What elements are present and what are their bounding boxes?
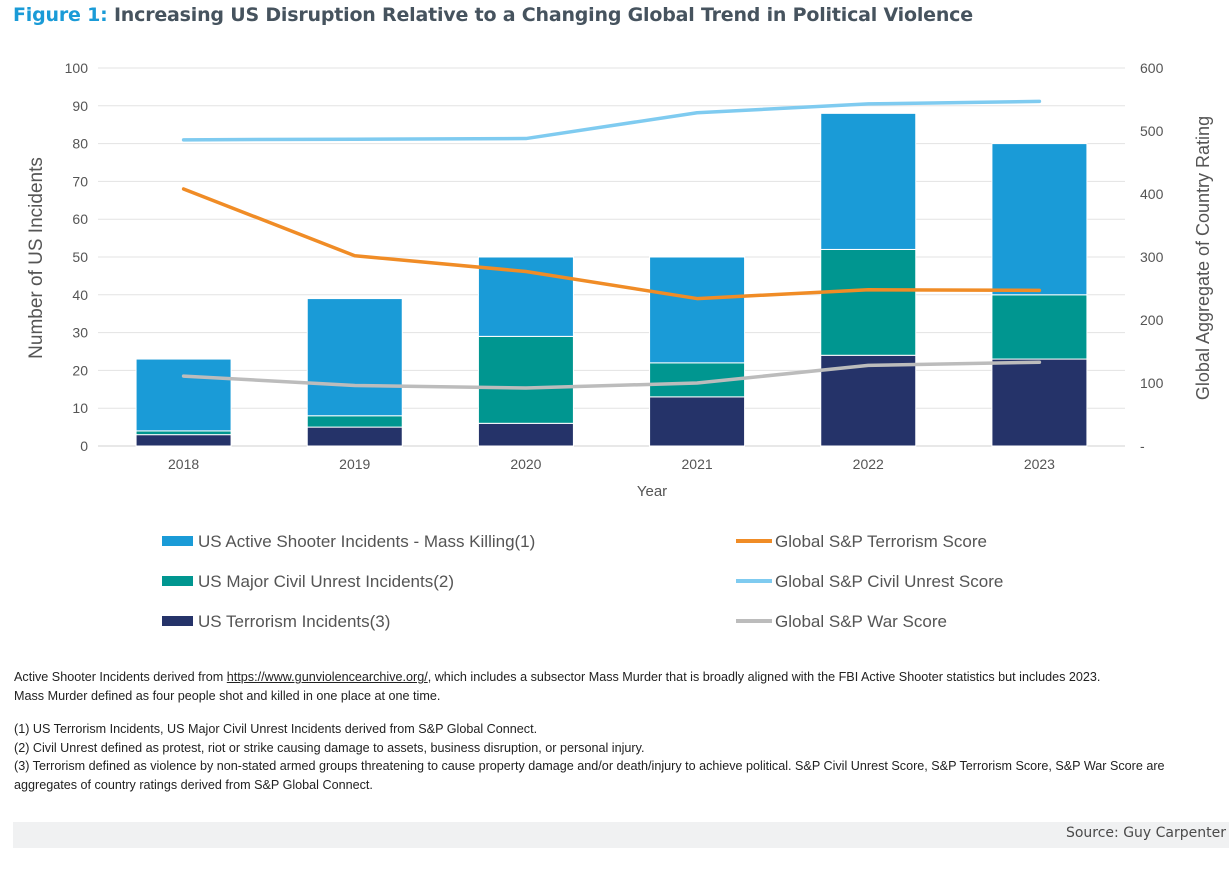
note-text: Active Shooter Incidents derived from xyxy=(14,670,227,684)
bar-segment xyxy=(135,358,232,432)
left-axis-ticks: 0 10 20 30 40 50 60 70 80 90 100 xyxy=(65,60,89,454)
legend-label: US Active Shooter Incidents - Mass Killi… xyxy=(198,532,535,551)
footnote-1: (1) US Terrorism Incidents, US Major Civ… xyxy=(14,722,538,736)
figure-title: Figure 1: Increasing US Disruption Relat… xyxy=(13,4,973,26)
y-tick-label: 50 xyxy=(72,249,88,265)
gunviolencearchive-link[interactable]: https://www.gunviolencearchive.org/ xyxy=(226,670,428,684)
legend-swatch xyxy=(162,536,193,546)
bar-segment xyxy=(820,112,917,250)
y2-tick-label: 500 xyxy=(1140,123,1164,139)
y2-tick-label: 300 xyxy=(1140,249,1164,265)
bar-segment xyxy=(306,298,403,417)
bar-segment xyxy=(135,430,232,436)
bar-segment xyxy=(991,294,1088,360)
y2-tick-label: 200 xyxy=(1140,312,1164,328)
y-tick-label: 60 xyxy=(72,211,88,227)
x-axis-ticks: 2018 2019 2020 2021 2022 2023 xyxy=(168,456,1055,472)
bar-segment xyxy=(991,143,1088,296)
y-tick-label: 0 xyxy=(80,438,88,454)
y-tick-label: 10 xyxy=(72,400,88,416)
y2-tick-label: 400 xyxy=(1140,186,1164,202)
bar-segment xyxy=(306,426,403,447)
y2-tick-label: 600 xyxy=(1140,60,1164,76)
legend-label: US Major Civil Unrest Incidents(2) xyxy=(198,572,454,591)
note-line-2: Mass Murder defined as four people shot … xyxy=(14,688,441,703)
x-tick-label: 2018 xyxy=(168,456,199,472)
source-text: Source: Guy Carpenter xyxy=(1065,825,1226,841)
y2-tick-label: 100 xyxy=(1140,375,1164,391)
gridlines xyxy=(98,67,1125,447)
y-tick-label: 70 xyxy=(72,173,88,189)
bar-segment xyxy=(820,354,917,447)
x-axis-label: Year xyxy=(637,483,667,500)
source-bar: Source: Guy Carpenter xyxy=(13,822,1229,848)
legend-label: Global S&P Civil Unrest Score xyxy=(775,572,1003,591)
series-line xyxy=(181,187,1042,301)
footnote-2: (2) Civil Unrest defined as protest, rio… xyxy=(14,740,645,755)
series-line xyxy=(181,99,1042,142)
chart: 0 10 20 30 40 50 60 70 80 90 100 - 100 200 300 400 500 6… xyxy=(26,60,1213,631)
bar-segment xyxy=(477,422,574,447)
figure-label: Figure 1: xyxy=(13,4,108,26)
legend-swatch xyxy=(162,616,193,626)
y-tick-label: 20 xyxy=(72,362,88,378)
bar-segment xyxy=(991,358,1088,447)
footnote-3: (3) Terrorism defined as violence by non… xyxy=(14,759,1165,792)
y-tick-label: 30 xyxy=(72,325,88,341)
bar-segment xyxy=(477,335,574,424)
right-axis-ticks: - 100 200 300 400 500 600 xyxy=(1140,60,1164,454)
legend-swatch xyxy=(162,576,193,586)
x-tick-label: 2020 xyxy=(510,456,541,472)
y-tick-label: 90 xyxy=(72,98,88,114)
bar-segment xyxy=(649,256,746,364)
x-tick-label: 2023 xyxy=(1024,456,1055,472)
x-tick-label: 2021 xyxy=(682,456,713,472)
y2-axis-label: Global Aggregate of Country Rating xyxy=(1193,116,1213,400)
bar-segment xyxy=(649,396,746,447)
figure-title-text: Increasing US Disruption Relative to a C… xyxy=(113,4,973,26)
y-tick-label: 40 xyxy=(72,287,88,303)
series-line xyxy=(181,360,1042,390)
y-axis-label: Number of US Incidents xyxy=(26,157,47,359)
note-text: , which includes a subsector Mass Murder… xyxy=(427,670,1101,684)
bar-series xyxy=(135,112,1088,447)
line-series xyxy=(181,99,1042,390)
x-tick-label: 2022 xyxy=(853,456,884,472)
y2-tick-label: - xyxy=(1140,438,1145,454)
y-tick-label: 100 xyxy=(65,60,89,76)
bar-segment xyxy=(135,434,232,447)
legend-label: Global S&P Terrorism Score xyxy=(775,532,987,551)
bar-segment xyxy=(820,248,917,356)
legend: US Active Shooter Incidents - Mass Killi… xyxy=(162,532,1003,631)
legend-label: US Terrorism Incidents(3) xyxy=(198,612,390,631)
note-line-1: Active Shooter Incidents derived from ht… xyxy=(14,668,1226,687)
chart-notes: Active Shooter Incidents derived from ht… xyxy=(14,668,1226,794)
legend-label: Global S&P War Score xyxy=(775,612,947,631)
bar-segment xyxy=(306,415,403,428)
y-tick-label: 80 xyxy=(72,136,88,152)
x-tick-label: 2019 xyxy=(339,456,370,472)
